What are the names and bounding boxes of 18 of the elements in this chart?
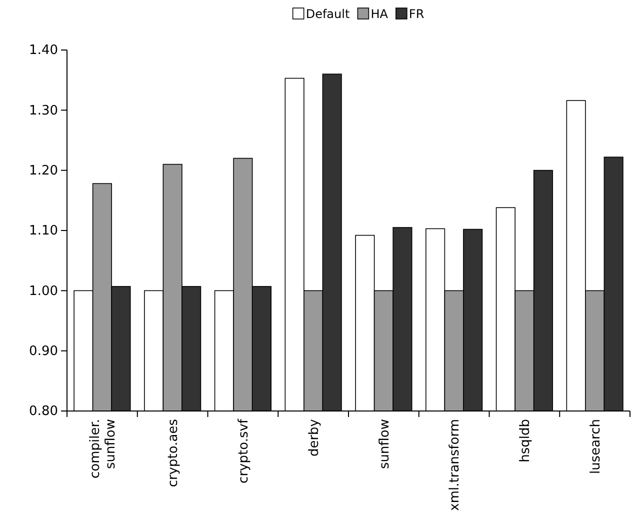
y-tick-label: 1.30 <box>29 103 58 118</box>
legend-label: Default <box>306 7 350 21</box>
y-tick-label: 0.90 <box>29 344 58 359</box>
x-tick-label: hsqldb <box>518 419 533 462</box>
legend-label: FR <box>408 7 424 21</box>
x-tick-label: compiler. sunflow <box>88 418 119 479</box>
x-tick-label: crypto.svf <box>236 418 252 484</box>
x-tick-label: sunflow <box>377 418 392 470</box>
x-tick-label: xml.transform <box>448 419 463 511</box>
y-tick-label: 1.40 <box>29 43 58 58</box>
y-tick-label: 1.10 <box>29 224 58 239</box>
x-tick-label: crypto.aes <box>166 418 182 488</box>
x-tick-label: lusearch <box>588 419 604 474</box>
y-tick-label: 1.00 <box>29 284 58 299</box>
y-tick-label: 0.80 <box>29 404 58 420</box>
legend-label: HA <box>370 7 389 21</box>
x-tick-label: derby <box>306 418 322 457</box>
y-tick-label: 1.20 <box>29 163 58 178</box>
